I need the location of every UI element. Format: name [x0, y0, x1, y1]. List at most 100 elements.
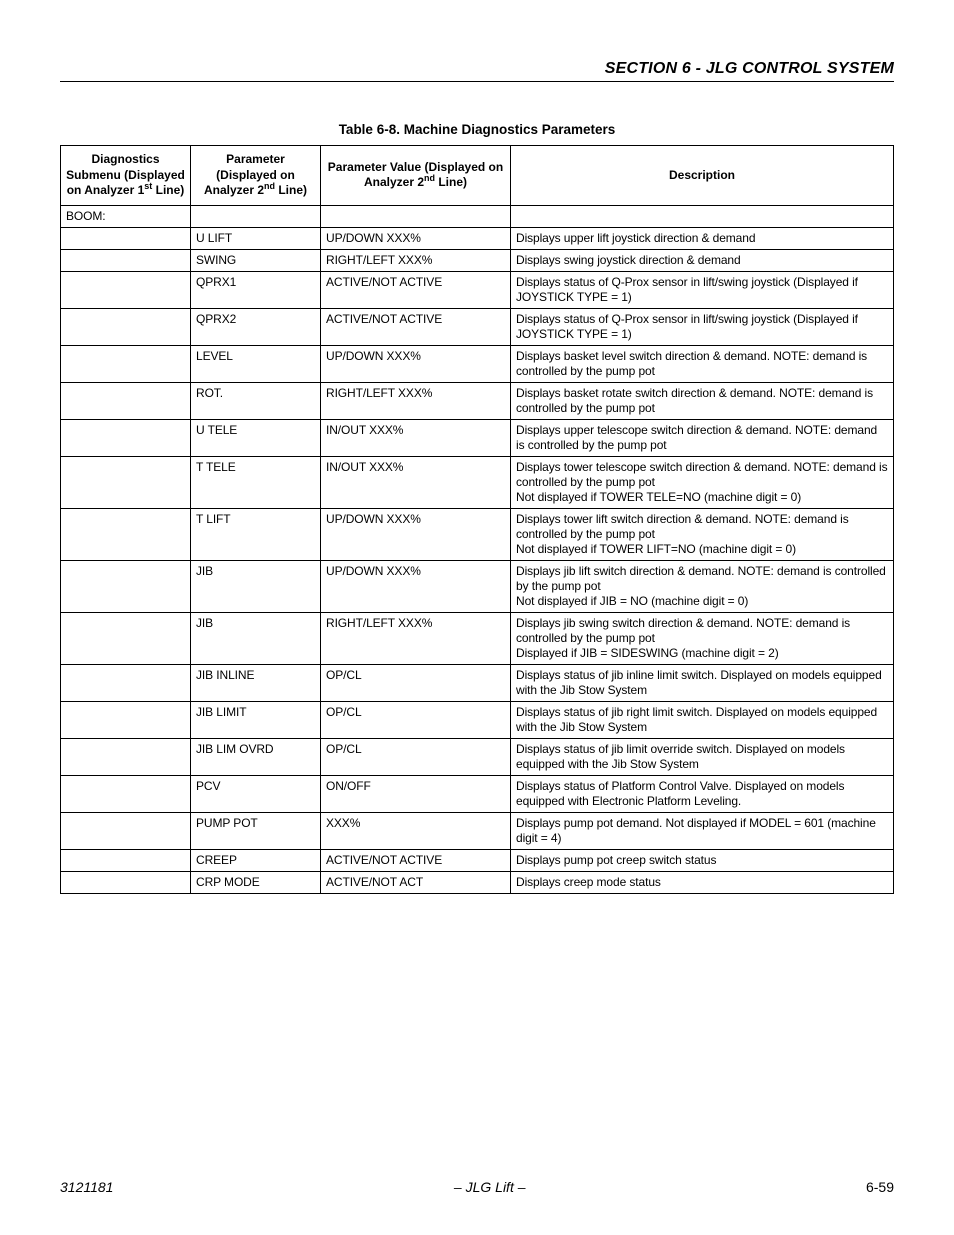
table-row: JIB LIM OVRDOP/CLDisplays status of jib …: [61, 738, 894, 775]
cell-param: ROT.: [191, 382, 321, 419]
cell-desc: Displays status of jib inline limit swit…: [511, 664, 894, 701]
col-header-parameter: Parameter (Displayed on Analyzer 2nd Lin…: [191, 146, 321, 206]
header-sup: nd: [264, 181, 275, 191]
cell-value: OP/CL: [321, 664, 511, 701]
table-row: LEVELUP/DOWN XXX%Displays basket level s…: [61, 345, 894, 382]
cell-param: PUMP POT: [191, 812, 321, 849]
cell-value: [321, 205, 511, 227]
cell-desc: Displays upper telescope switch directio…: [511, 419, 894, 456]
cell-param: LEVEL: [191, 345, 321, 382]
table-row: PCVON/OFFDisplays status of Platform Con…: [61, 775, 894, 812]
cell-desc: Displays status of jib limit override sw…: [511, 738, 894, 775]
cell-desc: Displays pump pot creep switch status: [511, 849, 894, 871]
cell-submenu: [61, 812, 191, 849]
table-row: PUMP POTXXX%Displays pump pot demand. No…: [61, 812, 894, 849]
footer-center: – JLG Lift –: [454, 1179, 526, 1195]
cell-desc: Displays creep mode status: [511, 871, 894, 893]
col-header-value: Parameter Value (Displayed on Analyzer 2…: [321, 146, 511, 206]
section-header: SECTION 6 - JLG CONTROL SYSTEM: [60, 60, 894, 82]
cell-desc: Displays basket rotate switch direction …: [511, 382, 894, 419]
table-row: QPRX2ACTIVE/NOT ACTIVEDisplays status of…: [61, 308, 894, 345]
table-row: BOOM:: [61, 205, 894, 227]
cell-param: T TELE: [191, 456, 321, 508]
cell-submenu: [61, 508, 191, 560]
header-sup: nd: [424, 173, 435, 183]
cell-value: UP/DOWN XXX%: [321, 227, 511, 249]
cell-submenu: [61, 227, 191, 249]
cell-submenu: [61, 419, 191, 456]
cell-param: SWING: [191, 249, 321, 271]
table-row: U LIFTUP/DOWN XXX%Displays upper lift jo…: [61, 227, 894, 249]
table-header-row: Diagnostics Submenu (Displayed on Analyz…: [61, 146, 894, 206]
table-row: JIB LIMITOP/CLDisplays status of jib rig…: [61, 701, 894, 738]
cell-value: UP/DOWN XXX%: [321, 345, 511, 382]
cell-submenu: [61, 249, 191, 271]
cell-submenu: [61, 308, 191, 345]
table-row: QPRX1ACTIVE/NOT ACTIVEDisplays status of…: [61, 271, 894, 308]
cell-submenu: [61, 271, 191, 308]
cell-param: JIB LIMIT: [191, 701, 321, 738]
cell-param: U LIFT: [191, 227, 321, 249]
table-row: JIBRIGHT/LEFT XXX%Displays jib swing swi…: [61, 612, 894, 664]
cell-param: JIB INLINE: [191, 664, 321, 701]
cell-desc: Displays jib swing switch direction & de…: [511, 612, 894, 664]
cell-submenu: [61, 849, 191, 871]
table-row: JIB INLINEOP/CLDisplays status of jib in…: [61, 664, 894, 701]
cell-desc: Displays status of Q-Prox sensor in lift…: [511, 308, 894, 345]
cell-desc: Displays pump pot demand. Not displayed …: [511, 812, 894, 849]
cell-submenu: [61, 345, 191, 382]
cell-value: UP/DOWN XXX%: [321, 508, 511, 560]
table-row: CREEPACTIVE/NOT ACTIVEDisplays pump pot …: [61, 849, 894, 871]
cell-desc: Displays jib lift switch direction & dem…: [511, 560, 894, 612]
cell-value: ACTIVE/NOT ACTIVE: [321, 271, 511, 308]
cell-param: QPRX1: [191, 271, 321, 308]
cell-value: OP/CL: [321, 738, 511, 775]
header-text: Line): [275, 183, 307, 197]
col-header-description: Description: [511, 146, 894, 206]
cell-param: T LIFT: [191, 508, 321, 560]
cell-desc: Displays tower telescope switch directio…: [511, 456, 894, 508]
cell-value: ACTIVE/NOT ACTIVE: [321, 308, 511, 345]
cell-value: ACTIVE/NOT ACTIVE: [321, 849, 511, 871]
cell-submenu: [61, 382, 191, 419]
diagnostics-table: Diagnostics Submenu (Displayed on Analyz…: [60, 145, 894, 894]
cell-desc: Displays basket level switch direction &…: [511, 345, 894, 382]
page-footer: 3121181 – JLG Lift – 6-59: [60, 1179, 894, 1195]
cell-desc: Displays upper lift joystick direction &…: [511, 227, 894, 249]
cell-desc: Displays tower lift switch direction & d…: [511, 508, 894, 560]
cell-param: JIB: [191, 612, 321, 664]
cell-param: PCV: [191, 775, 321, 812]
footer-left: 3121181: [60, 1179, 113, 1195]
cell-value: ON/OFF: [321, 775, 511, 812]
cell-value: IN/OUT XXX%: [321, 456, 511, 508]
table-row: JIBUP/DOWN XXX%Displays jib lift switch …: [61, 560, 894, 612]
cell-submenu: [61, 701, 191, 738]
cell-submenu: [61, 456, 191, 508]
cell-value: OP/CL: [321, 701, 511, 738]
cell-submenu: BOOM:: [61, 205, 191, 227]
header-text: Line): [152, 183, 184, 197]
cell-desc: Displays swing joystick direction & dema…: [511, 249, 894, 271]
cell-param: [191, 205, 321, 227]
cell-param: CREEP: [191, 849, 321, 871]
cell-param: JIB LIM OVRD: [191, 738, 321, 775]
cell-desc: Displays status of jib right limit switc…: [511, 701, 894, 738]
col-header-submenu: Diagnostics Submenu (Displayed on Analyz…: [61, 146, 191, 206]
table-row: T LIFTUP/DOWN XXX%Displays tower lift sw…: [61, 508, 894, 560]
table-row: CRP MODEACTIVE/NOT ACTDisplays creep mod…: [61, 871, 894, 893]
cell-submenu: [61, 775, 191, 812]
cell-value: RIGHT/LEFT XXX%: [321, 382, 511, 419]
header-text: Parameter Value (Displayed on Analyzer 2: [328, 160, 503, 190]
cell-value: ACTIVE/NOT ACT: [321, 871, 511, 893]
table-row: T TELEIN/OUT XXX%Displays tower telescop…: [61, 456, 894, 508]
footer-right: 6-59: [866, 1179, 894, 1195]
cell-submenu: [61, 738, 191, 775]
cell-submenu: [61, 664, 191, 701]
cell-submenu: [61, 871, 191, 893]
header-text: Line): [435, 175, 467, 189]
cell-submenu: [61, 612, 191, 664]
cell-submenu: [61, 560, 191, 612]
cell-value: XXX%: [321, 812, 511, 849]
cell-value: RIGHT/LEFT XXX%: [321, 249, 511, 271]
table-row: ROT.RIGHT/LEFT XXX%Displays basket rotat…: [61, 382, 894, 419]
